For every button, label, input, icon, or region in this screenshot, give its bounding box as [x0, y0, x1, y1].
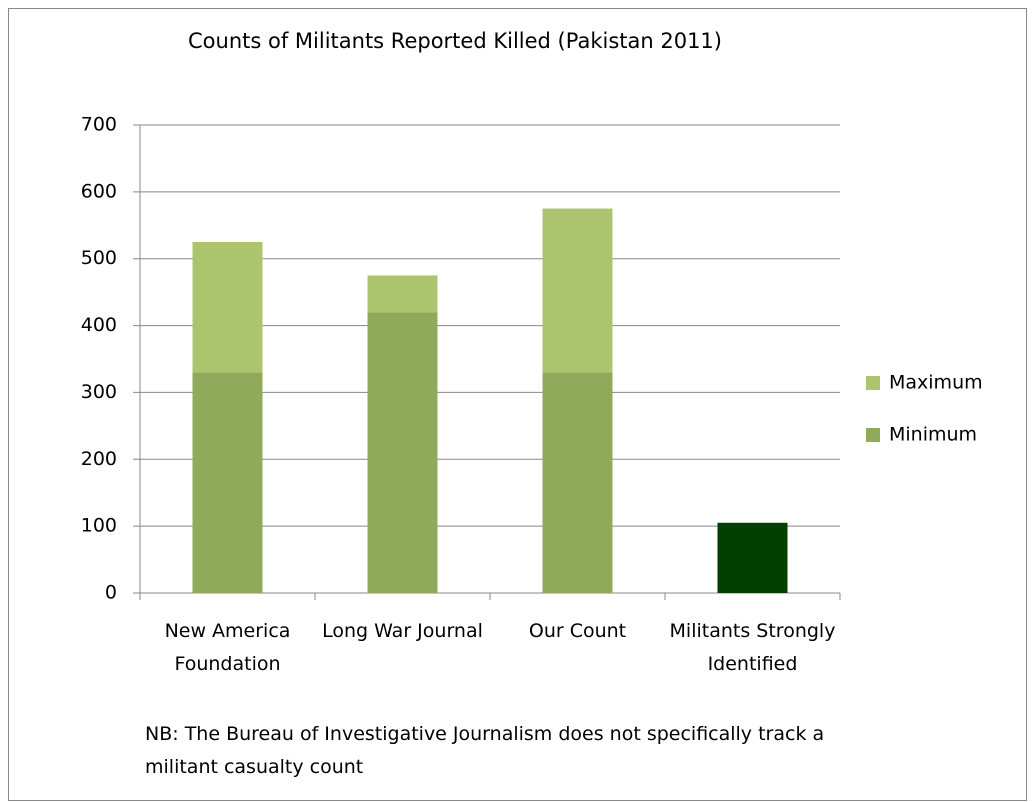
- legend-swatch: [866, 376, 880, 390]
- y-tick-label: 400: [81, 314, 117, 336]
- y-tick-label: 100: [81, 515, 117, 537]
- legend-label: Minimum: [889, 424, 977, 446]
- y-tick-label: 0: [105, 582, 117, 604]
- legend-label: Maximum: [889, 372, 983, 394]
- chart-border: [8, 8, 1027, 801]
- bar: [542, 208, 613, 373]
- note: NB: The Bureau of Investigative Journali…: [145, 723, 825, 778]
- x-tick-label: Long War Journal: [322, 620, 483, 642]
- bar: [367, 275, 438, 313]
- x-tick-label: New America Foundation: [164, 620, 291, 675]
- y-tick-label: 300: [81, 381, 117, 403]
- y-tick-label: 200: [81, 448, 117, 470]
- bar: [717, 522, 788, 593]
- y-tick-label: 700: [81, 114, 117, 136]
- chart-title: Counts of Militants Reported Killed (Pak…: [188, 29, 722, 53]
- legend-swatch: [866, 428, 880, 442]
- bar: [367, 312, 438, 593]
- bar: [192, 242, 263, 373]
- bar: [542, 372, 613, 593]
- y-tick-label: 600: [81, 180, 117, 202]
- y-tick-label: 500: [81, 247, 117, 269]
- bar: [192, 372, 263, 593]
- x-tick-label: Militants Strongly Identified: [669, 620, 836, 675]
- x-tick-label: Our Count: [528, 620, 627, 642]
